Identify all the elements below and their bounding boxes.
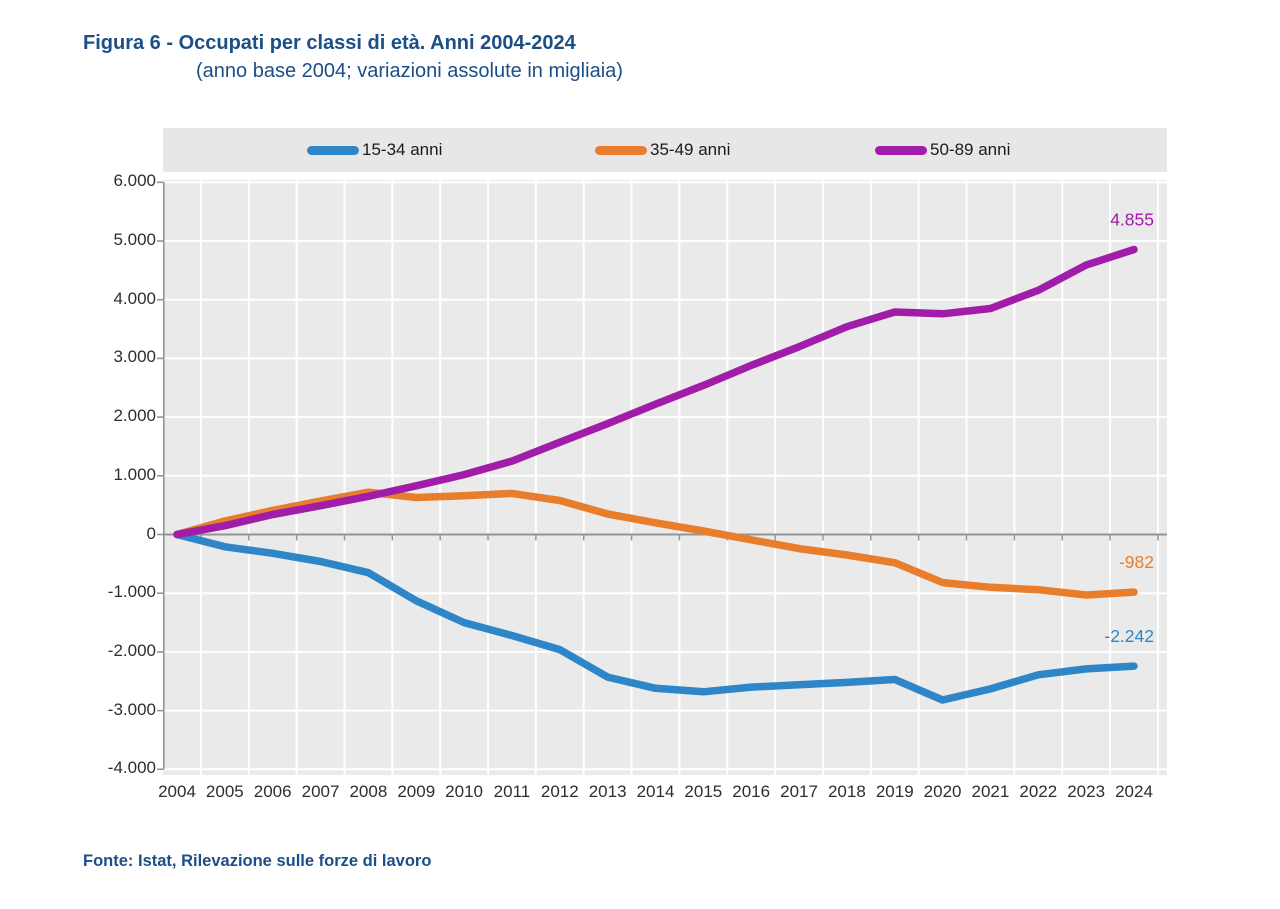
series-end-label: 4.855 [1110, 210, 1154, 230]
x-tick-label: 2017 [780, 782, 818, 801]
x-tick-label: 2020 [923, 782, 962, 801]
x-axis [163, 533, 1167, 541]
y-tick-label: 3.000 [113, 347, 156, 367]
legend-label: 50-89 anni [930, 140, 1011, 159]
series-line-50-89-anni [173, 245, 1138, 539]
legend-label: 35-49 anni [650, 140, 731, 159]
x-tick-label: 2006 [253, 782, 292, 801]
legend-label: 15-34 anni [362, 140, 443, 159]
chart-plot-area: -2.242 -982 4.855 [157, 180, 1167, 775]
x-tick-label: 2009 [397, 782, 436, 801]
y-tick-label: 2.000 [113, 406, 156, 426]
source-note: Fonte: Istat, Rilevazione sulle forze di… [83, 852, 432, 870]
x-tick-label: 2007 [301, 782, 340, 801]
y-tick-label: -2.000 [107, 640, 156, 660]
series-end-label: -2.242 [1104, 626, 1154, 646]
y-tick-label: 4.000 [113, 288, 156, 308]
x-tick-label: 2011 [493, 782, 531, 801]
x-tick-label: 2008 [349, 782, 388, 801]
series-end-label: -982 [1119, 552, 1154, 572]
x-tick-label: 2021 [971, 782, 1010, 801]
x-tick-label: 2012 [540, 782, 579, 801]
x-tick-label: 2005 [205, 782, 244, 801]
series-line-15-34-anni [173, 530, 1138, 704]
legend: 15-34 anni 35-49 anni 50-89 anni [163, 128, 1167, 172]
y-tick-label: 6.000 [113, 171, 156, 191]
x-tick-label: 2024 [1115, 782, 1153, 801]
x-tick-label: 2019 [875, 782, 914, 801]
x-tick-label: 2015 [684, 782, 723, 801]
x-tick-label: 2016 [732, 782, 771, 801]
legend-swatch-icon [595, 145, 647, 155]
y-axis [157, 181, 165, 771]
figure-subtitle: (anno base 2004; variazioni assolute in … [196, 60, 623, 82]
x-tick-label: 2022 [1019, 782, 1058, 801]
legend-swatch-icon [875, 145, 927, 155]
y-tick-label: 5.000 [113, 230, 156, 249]
line-chart: -2.242 -982 4.855 [157, 180, 1167, 775]
gridlines [163, 180, 1167, 775]
x-tick-label: 2023 [1067, 782, 1106, 801]
legend-item-15-34-anni: 15-34 anni [307, 128, 442, 172]
series-line-35-49-anni [173, 488, 1138, 599]
y-tick-label: -4.000 [107, 758, 156, 778]
x-tick-label: 2018 [827, 782, 866, 801]
y-tick-label: 1.000 [113, 464, 156, 484]
y-tick-label: -3.000 [107, 699, 156, 719]
legend-item-50-89-anni: 50-89 anni [875, 128, 1010, 172]
x-tick-label: 2010 [445, 782, 483, 801]
y-tick-label: 0 [146, 523, 156, 543]
figure-title: Figura 6 - Occupati per classi di età. A… [83, 32, 576, 54]
x-tick-label: 2004 [158, 782, 196, 801]
legend-item-35-49-anni: 35-49 anni [595, 128, 730, 172]
y-tick-label: -1.000 [107, 582, 156, 602]
x-tick-label: 2014 [636, 782, 675, 801]
legend-swatch-icon [307, 145, 359, 155]
x-tick-label: 2013 [588, 782, 627, 801]
